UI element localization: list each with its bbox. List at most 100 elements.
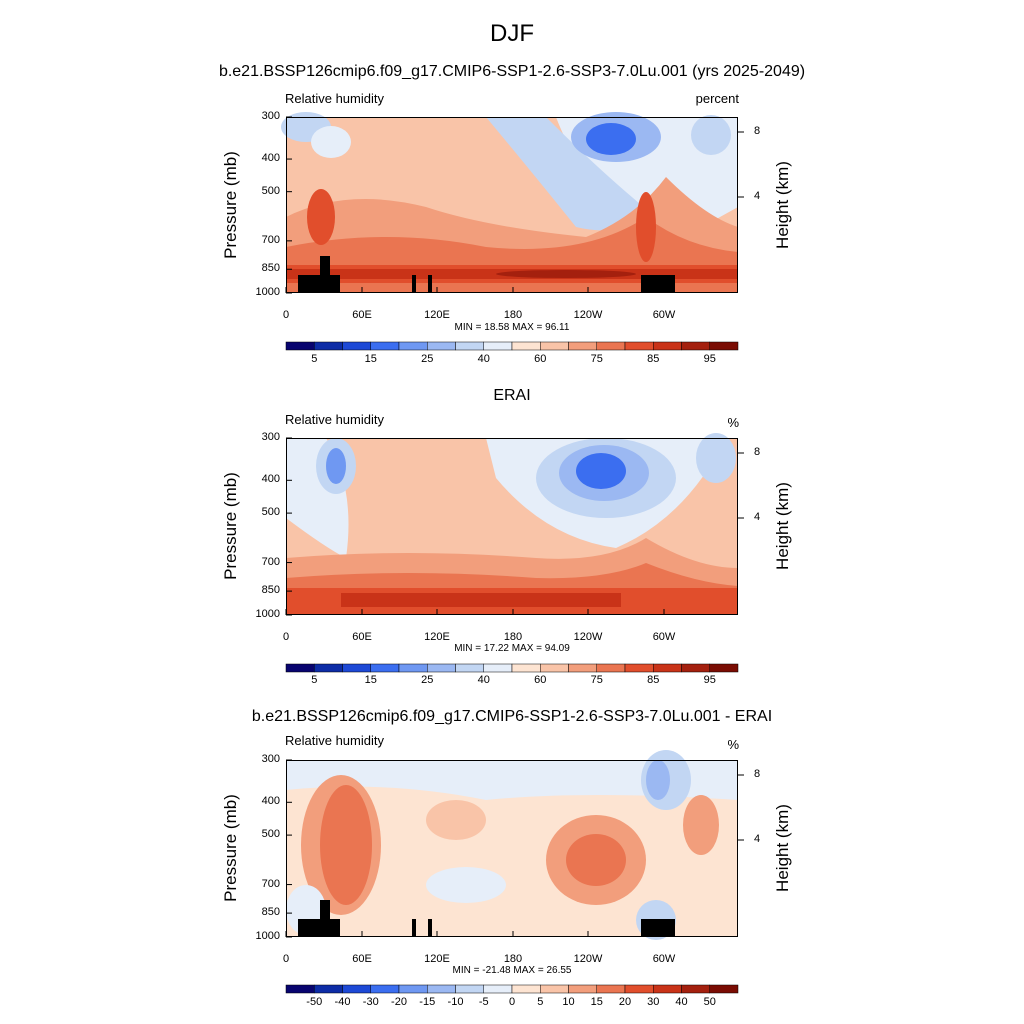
panel-3-x-tick-label: 120E [424,953,450,965]
panel-2-units-label: % [727,415,739,430]
panel-1-y-axis-label: Pressure (mb) [221,151,240,259]
panel-2-height-tick-label: 4 [754,511,761,523]
panel-3-y-axis-label: Pressure (mb) [221,794,240,902]
panel-2-y-tick-label: 500 [261,506,280,519]
panel-2-y-axis-label: Pressure (mb) [221,472,240,580]
panel-1-min-max-text: MIN = 18.58 MAX = 96.11 [454,322,570,333]
panel-3-title: b.e21.BSSP126cmip6.f09_g17.CMIP6-SSP1-2.… [251,708,773,725]
panel-3-colorbar-tick-label: 50 [703,996,716,1008]
panel-1-contour-plot [281,112,738,293]
panel-3-x-tick-label: 180 [503,953,523,965]
panel-3-y-tick-label: 1000 [255,930,280,942]
panel-3-colorbar-tick-label: 20 [618,996,632,1008]
panel-2-variable-label: Relative humidity [285,412,384,427]
panel-3-units-label: % [727,737,739,752]
panel-2-x-tick-label: 60W [652,631,676,643]
panel-2-min-max-text: MIN = 17.22 MAX = 94.09 [454,643,570,654]
panel-1-colorbar-tick-label: 75 [590,353,603,365]
panel-2-x-tick-label: 0 [282,631,290,643]
panel-1-y-tick-label: 300 [261,110,280,122]
panel-2-y-tick-label: 300 [261,431,280,443]
panel-1-y-tick-label: 400 [261,152,280,165]
panel-3-contour-plot [286,750,738,940]
panel-3-x-tick-label: 60E [352,953,372,965]
panel-3-x-tick-label: 60W [652,953,676,965]
panel-3-colorbar-tick-label: 10 [562,996,575,1008]
panel-1-x-tick-label: 60W [652,309,676,321]
panel-3-colorbar-tick-label: -15 [419,996,436,1008]
panel-2-x-tick-label: 120W [573,631,603,643]
panel-3-x-tick-label: 0 [282,953,290,965]
panel-1-x-tick-label: 60E [352,309,372,321]
panel-2-colorbar-tick-label: 60 [534,674,547,686]
panel-3-y-tick-label: 300 [261,753,280,765]
panel-1-y-tick-label: 1000 [255,286,280,298]
panel-1-right-axis-label: Height (km) [773,161,792,249]
panel-3-colorbar-tick-label: -50 [306,996,323,1008]
panel-2-x-tick-label: 60E [352,631,372,643]
panel-2-colorbar-tick-label: 15 [364,674,377,686]
panel-3-colorbar-tick-label: -10 [447,996,464,1008]
panel-1-colorbar [285,341,739,351]
panel-3-variable-label: Relative humidity [285,733,384,748]
panel-3-axes-frame [285,759,744,938]
panel-2-y-tick-label: 850 [261,584,280,597]
panel-1-colorbar-tick-label: 85 [647,353,660,365]
panel-2-colorbar-tick-label: 85 [647,674,660,686]
panel-3-colorbar-tick-label: 30 [647,996,660,1008]
panel-2-y-tick-label: 400 [261,473,280,486]
panel-3-y-tick-label: 700 [261,877,280,890]
panel-1-y-tick-label: 850 [261,262,280,275]
panel-3-y-tick-label: 500 [261,828,280,841]
panel-1-x-tick-label: 0 [282,309,290,321]
panel-1-y-tick-label: 500 [261,184,280,197]
panel-2-colorbar-tick-label: 40 [477,674,490,686]
panel-2-height-tick-label: 8 [754,446,761,458]
panel-3-colorbar-tick-label: 40 [675,996,688,1008]
panel-3-right-axis-label: Height (km) [773,804,792,892]
panel-3-colorbar-tick-label: -5 [478,996,489,1008]
panel-1-y-tick-label: 700 [261,233,280,246]
panel-1-title: b.e21.BSSP126cmip6.f09_g17.CMIP6-SSP1-2.… [218,63,806,80]
panel-1-x-tick-label: 120E [424,309,450,321]
panel-3-colorbar [285,984,739,994]
panel-2-right-axis-label: Height (km) [773,482,792,570]
panel-3-colorbar-tick-label: 5 [537,996,544,1008]
panel-3-colorbar-tick-label: 0 [508,996,516,1008]
panel-1-colorbar-tick-label: 95 [703,353,716,365]
panel-3-y-tick-label: 400 [261,795,280,808]
panel-2-x-tick-label: 120E [424,631,450,643]
panel-1-colorbar-tick-label: 40 [477,353,490,365]
panel-2-colorbar-tick-label: 95 [703,674,716,686]
panel-1-units-label: percent [695,91,739,106]
panel-3-min-max-text: MIN = -21.48 MAX = 26.55 [452,965,572,976]
panel-2-title: ERAI [493,387,531,404]
panel-3-colorbar-tick-label: -30 [362,996,379,1008]
panel-1-colorbar-tick-label: 25 [421,353,434,365]
panel-1-axes-frame [285,116,744,294]
panel-3-y-tick-label: 850 [261,906,280,919]
panel-3-x-tick-label: 120W [573,953,603,965]
panel-2-x-tick-label: 180 [503,631,523,643]
panel-2-axes-frame [285,437,744,616]
panel-3-height-tick-label: 4 [754,833,761,845]
panel-1-x-tick-label: 180 [503,309,523,321]
panel-1-colorbar-tick-label: 60 [534,353,547,365]
panel-1-height-tick-label: 4 [754,190,761,202]
panel-1-variable-label: Relative humidity [285,91,384,106]
panel-3-colorbar-tick-label: 15 [590,996,603,1008]
panel-1-colorbar-tick-label: 5 [311,353,318,365]
panel-2-y-tick-label: 1000 [255,608,280,620]
panel-2-colorbar-tick-label: 5 [311,674,318,686]
panel-3-colorbar-tick-label: -20 [391,996,407,1008]
panel-1-colorbar-tick-label: 15 [364,353,377,365]
panel-2-colorbar [285,663,739,673]
figure-title: DJF [490,20,534,47]
panel-2-contour-plot [286,433,738,615]
panel-2-colorbar-tick-label: 75 [590,674,603,686]
panel-2-colorbar-tick-label: 25 [421,674,434,686]
panel-1-height-tick-label: 8 [754,125,761,137]
panel-1-x-tick-label: 120W [573,309,603,321]
panel-2-y-tick-label: 700 [261,555,280,568]
panel-3-colorbar-tick-label: -40 [334,996,351,1008]
